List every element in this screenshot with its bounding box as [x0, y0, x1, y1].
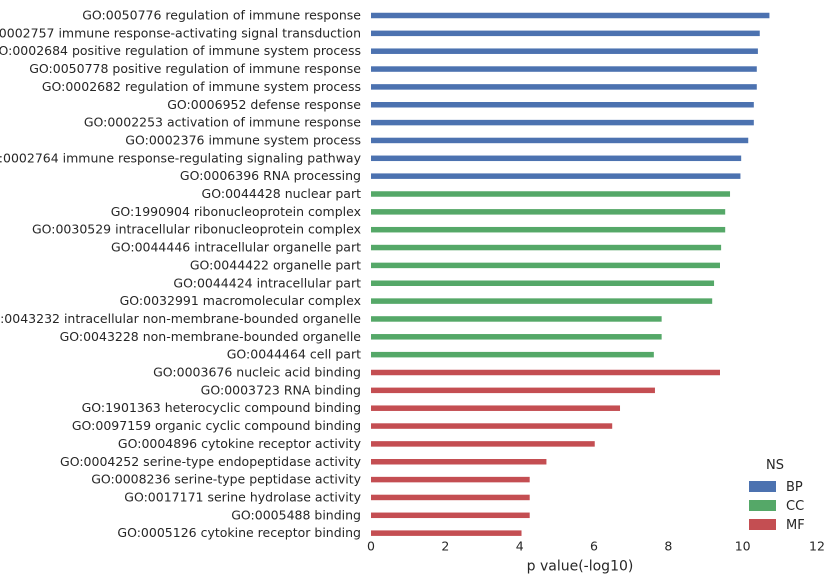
x-tick-label: 0 — [367, 539, 375, 554]
bar-mf — [371, 512, 530, 519]
y-tick-label: GO:0004896 cytokine receptor activity — [118, 436, 362, 451]
x-tick-label: 8 — [664, 539, 672, 554]
legend-swatch-cc — [749, 500, 776, 511]
legend-label-mf: MF — [786, 518, 805, 533]
bar-bp — [371, 84, 757, 90]
y-tick-label: GO:0006952 defense response — [167, 97, 361, 112]
y-tick-label: GO:0044422 organelle part — [190, 257, 361, 272]
bar-mf — [371, 494, 530, 501]
y-tick-label: GO:0044428 nuclear part — [202, 186, 362, 201]
bar-bp — [371, 66, 757, 72]
bars — [371, 12, 770, 536]
y-tick-label: GO:0017171 serine hydrolase activity — [124, 489, 361, 504]
legend-swatch-bp — [749, 481, 776, 492]
y-tick-label: GO:0043232 intracellular non-membrane-bo… — [0, 311, 361, 326]
y-tick-label: GO:0004252 serine-type endopeptidase act… — [60, 454, 362, 469]
y-tick-label: GO:0050778 positive regulation of immune… — [29, 61, 361, 76]
bar-bp — [371, 48, 758, 54]
y-tick-label: GO:0008236 serine-type peptidase activit… — [91, 472, 361, 487]
bar-bp — [371, 12, 770, 19]
bar-cc — [371, 262, 720, 269]
y-tick-label: GO:0005488 binding — [231, 507, 361, 522]
bar-cc — [371, 191, 731, 197]
bar-cc — [371, 298, 713, 304]
y-tick-label: GO:0044464 cell part — [227, 347, 361, 362]
bar-mf — [371, 387, 655, 394]
bar-cc — [371, 209, 726, 215]
bar-bp — [371, 173, 741, 179]
y-tick-label: GO:0044424 intracellular part — [173, 275, 361, 290]
x-tick-label: 4 — [516, 539, 524, 554]
x-tick-label: 10 — [735, 539, 751, 554]
legend-label-bp: BP — [786, 480, 803, 495]
bar-bp — [371, 155, 742, 162]
y-tick-label: GO:0044446 intracellular organelle part — [111, 240, 361, 255]
bar-mf — [371, 423, 613, 429]
bar-bp — [371, 30, 760, 37]
bar-mf — [371, 369, 720, 376]
bar-cc — [371, 280, 715, 286]
bar-bp — [371, 102, 754, 108]
x-axis-title: p value(-log10) — [527, 559, 634, 575]
y-tick-label: GO:0043228 non-membrane-bounded organell… — [60, 329, 362, 344]
y-tick-label: GO:0002376 immune system process — [125, 132, 361, 147]
y-tick-label: GO:0002684 positive regulation of immune… — [0, 43, 361, 58]
bar-cc — [371, 226, 726, 233]
y-tick-label: GO:1990904 ribonucleoprotein complex — [111, 204, 361, 219]
y-tick-label: GO:0003723 RNA binding — [201, 382, 361, 397]
y-tick-label: GO:0002764 immune response-regulating si… — [0, 150, 362, 165]
bar-mf — [371, 441, 595, 447]
bar-mf — [371, 459, 547, 465]
bar-cc — [371, 334, 662, 340]
bar-cc — [371, 244, 722, 251]
y-tick-label: GO:0002682 regulation of immune system p… — [42, 79, 361, 94]
y-tick-label: GO:0003676 nucleic acid binding — [153, 365, 361, 380]
legend-label-cc: CC — [786, 499, 804, 514]
y-tick-label: GO:0006396 RNA processing — [180, 168, 361, 183]
y-tick-label: GO:0050776 regulation of immune response — [82, 8, 361, 23]
bar-bp — [371, 119, 754, 126]
y-tick-label: GO:0097159 organic cyclic compound bindi… — [72, 418, 361, 433]
x-tick-label: 6 — [590, 539, 598, 554]
legend-swatch-mf — [749, 519, 776, 530]
bar-bp — [371, 137, 749, 144]
x-tick-label: 12 — [809, 539, 825, 554]
bar-cc — [371, 351, 654, 358]
legend-title: NS — [766, 458, 784, 473]
legend-items: BP CC MF — [749, 480, 805, 533]
x-tick-label: 2 — [441, 539, 449, 554]
y-tick-label: GO:0002757 immune response-activating si… — [0, 25, 361, 40]
y-tick-label: GO:1901363 heterocyclic compound binding — [82, 400, 361, 415]
y-tick-label: GO:0030529 intracellular ribonucleoprote… — [32, 222, 361, 237]
bar-mf — [371, 405, 621, 411]
y-tick-label: GO:0002253 activation of immune response — [84, 115, 361, 130]
y-tick-label: GO:0005126 cytokine receptor binding — [117, 525, 361, 540]
bar-mf — [371, 476, 530, 483]
bar-cc — [371, 316, 662, 322]
y-axis-labels: GO:0050776 regulation of immune response… — [0, 8, 362, 541]
x-axis-ticks: 0 2 4 6 8 10 12 — [367, 539, 825, 554]
legend: NS BP CC MF — [749, 458, 805, 533]
y-tick-label: GO:0032991 macromolecular complex — [120, 293, 361, 308]
bar-mf — [371, 530, 522, 536]
